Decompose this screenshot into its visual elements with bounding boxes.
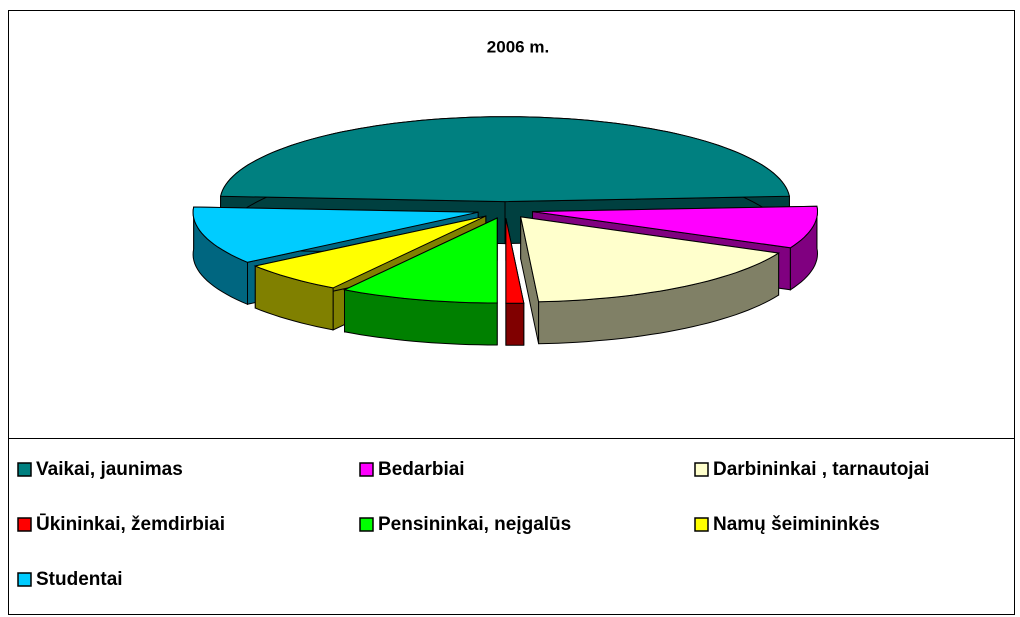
pie-slice xyxy=(520,216,781,345)
slice-top xyxy=(192,206,479,263)
legend-label: Studentai xyxy=(36,569,123,590)
pie-slice xyxy=(342,217,498,346)
slice-top xyxy=(520,216,781,303)
legend-swatch xyxy=(17,517,32,532)
pie xyxy=(192,116,819,346)
chart-title: 2006 m. xyxy=(487,37,549,56)
slice-top xyxy=(219,116,791,203)
legend: Vaikai, jaunimas Bedarbiai Darbininkai , t… xyxy=(17,459,929,590)
legend-label: Bedarbiai xyxy=(378,459,465,480)
slice-top xyxy=(253,215,487,289)
slice-wall xyxy=(505,302,525,346)
legend-swatch xyxy=(17,572,32,587)
legend-swatch xyxy=(694,462,709,477)
slice-top xyxy=(342,217,498,304)
legend-label: Darbininkai , tarnautojai xyxy=(713,459,929,480)
slice-top xyxy=(505,218,525,304)
legend-swatch xyxy=(17,462,32,477)
legend-label: Ūkininkai, žemdirbiai xyxy=(36,514,225,535)
pie-slice xyxy=(505,218,525,346)
legend-label: Vaikai, jaunimas xyxy=(36,459,183,480)
legend-swatch xyxy=(359,517,374,532)
legend-label: Namų šeimininkės xyxy=(713,514,880,535)
legend-swatch xyxy=(359,462,374,477)
legend-label: Pensininkai, neįgalūs xyxy=(378,514,571,535)
slice-top xyxy=(532,205,819,249)
legend-swatch xyxy=(694,517,709,532)
